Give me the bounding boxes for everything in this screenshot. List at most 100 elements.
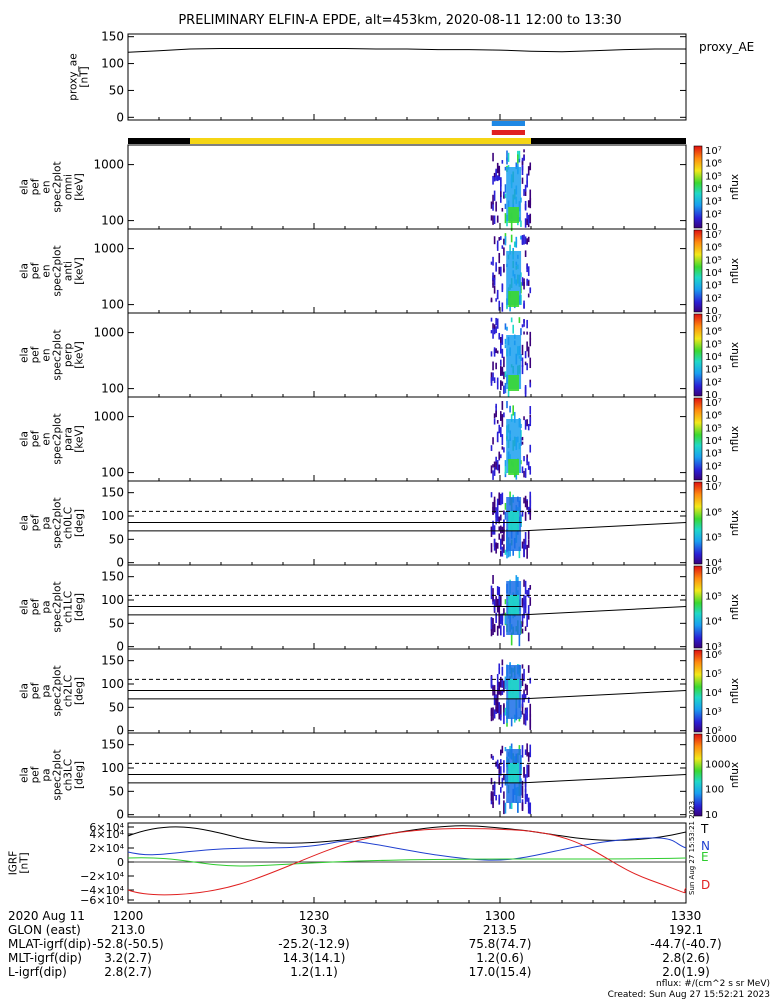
panel-en_anti-spectrum-cell bbox=[500, 266, 502, 277]
panel-pa_ch3-spectrum-cell bbox=[517, 802, 519, 813]
panel-en_omni-spectrum-cell bbox=[524, 218, 527, 228]
panel-en_anti-spectrum-cell bbox=[495, 262, 497, 272]
panel-pa_ch1-spectrum-cell bbox=[493, 624, 496, 633]
panel-en_perp-spectrum-cell bbox=[524, 351, 527, 359]
panel-proxy_ae-ylabel-line: proxy_ae bbox=[68, 53, 80, 100]
panel-en_omni-spectrum-cell bbox=[493, 215, 496, 224]
panel-en_omni-spectrum-cell bbox=[503, 194, 505, 199]
panel-pa_ch1-spectrum-cell bbox=[498, 622, 501, 629]
panel-pa_ch2-ylabel-line: pef bbox=[30, 682, 42, 699]
xaxis-row-value: 213.0 bbox=[111, 923, 145, 937]
panel-pa_ch1-ylabel-line: ela bbox=[19, 599, 31, 615]
panel-en_anti-spectrum-cell bbox=[523, 234, 525, 245]
proxy-ae-legend: proxy_AE bbox=[699, 40, 754, 54]
panel-en_perp-spectrum-cell bbox=[523, 331, 525, 335]
panel-pa_ch2-spectrum-cell bbox=[503, 704, 505, 710]
panel-pa_ch0-ytick-label: 0 bbox=[116, 556, 124, 570]
panel-pa_ch2-spectrum-cell bbox=[492, 707, 494, 721]
panel-pa_ch3-spectrum-cell bbox=[492, 802, 494, 809]
panel-en_perp-spectrum-cell bbox=[512, 324, 514, 334]
panel-en_perp-spectrum-cell bbox=[529, 382, 532, 388]
panel-en_omni-spectrum-cell bbox=[507, 152, 510, 162]
panel-en_omni-spectrum-cell bbox=[498, 165, 501, 177]
xaxis-row-value: 1200 bbox=[113, 909, 144, 923]
panel-en_perp-spectrum-cell bbox=[524, 385, 527, 394]
panel-pa_ch0-spectrum-cell bbox=[527, 539, 530, 548]
panel-pa_ch1-spectrum-cell bbox=[527, 588, 530, 598]
xaxis-row-value: 1230 bbox=[299, 909, 330, 923]
panel-pa_ch2-spectrum-cell bbox=[521, 704, 524, 715]
panel-pa_ch3-colorbar-unit: nflux bbox=[729, 762, 741, 788]
igrf-curve-N bbox=[127, 837, 687, 861]
panel-en_para-ytick-label: 1000 bbox=[93, 410, 124, 424]
panel-pa_ch3-ylabel-line: pa bbox=[41, 768, 53, 781]
panel-pa_ch0-spectrum-cell bbox=[492, 501, 494, 516]
panel-pa_ch1-spectrum-cell bbox=[521, 614, 524, 624]
panel-pa_ch0-spectrum-cell bbox=[527, 530, 530, 540]
panel-pa_ch2-ytick-label: 0 bbox=[116, 724, 124, 738]
panel-en_anti-spectrum-cell bbox=[498, 237, 501, 241]
panel-pa_ch2-colorbar-tick: 10⁵ bbox=[705, 669, 722, 680]
panel-pa_ch3-spectrum-cell bbox=[529, 802, 532, 815]
panel-en_perp-spectrum-cell bbox=[492, 323, 494, 329]
panel-en_perp-spectrum-cell bbox=[504, 382, 507, 394]
panel-en_anti-spectrum-cell bbox=[529, 287, 532, 291]
panel-pa_ch2-spectrum-cell bbox=[496, 674, 499, 688]
panel-pa_ch2-spectrum-cell bbox=[490, 709, 493, 722]
panel-proxy_ae-frame bbox=[127, 33, 687, 121]
panel-pa_ch0-spectrum-cell bbox=[526, 544, 528, 559]
panel-pa_ch3-spectrum-cell bbox=[490, 754, 493, 759]
panel-en_omni-spectrum-cell bbox=[501, 160, 504, 164]
panel-pa_ch0-spectrum-cell bbox=[493, 496, 496, 510]
panel-en_para-spectrum-cell bbox=[529, 444, 532, 453]
panel-pa_ch3-spectrum-cell bbox=[503, 760, 505, 773]
panel-en_para-spectrum-cell bbox=[496, 431, 499, 443]
panel-pa_ch1-spectrum-cell bbox=[504, 599, 507, 605]
panel-en_para-spectrum-cell bbox=[529, 406, 532, 415]
panel-en_perp-spectrum-cell bbox=[503, 385, 505, 394]
panel-pa_ch3-colorbar-tick: 1000 bbox=[705, 759, 730, 770]
panel-pa_ch0-colorbar-unit: nflux bbox=[729, 510, 741, 536]
panel-en_para-spectrum-cell bbox=[512, 405, 514, 416]
panel-pa_ch2-spectrum-cell bbox=[500, 676, 502, 688]
panel-pa_ch3-spectrum-cell bbox=[492, 785, 494, 791]
panel-pa_ch1-spectrum-cell bbox=[498, 586, 501, 598]
panel-pa_ch0-spectrum-core-hi bbox=[508, 511, 520, 531]
panel-pa_ch3-ylabel-line: pef bbox=[30, 766, 42, 783]
panel-en_omni-spectrum-cell bbox=[500, 194, 502, 203]
panel-en_anti-spectrum-cell bbox=[510, 234, 513, 243]
panel-pa_ch3-spectrum-cell bbox=[509, 802, 511, 809]
panel-en_anti-ytick-label: 1000 bbox=[93, 242, 124, 256]
panel-pa_ch3-spectrum-cell bbox=[503, 800, 505, 815]
panel-proxy_ae-ytick-label: 0 bbox=[116, 110, 124, 124]
panel-en_para-spectrum-cell bbox=[493, 461, 496, 468]
panel-pa_ch1-spectrum-cell bbox=[524, 595, 527, 609]
panel-en_para-spectrum-cell bbox=[523, 455, 525, 462]
panel-en_omni-colorbar-tick: 10⁵ bbox=[705, 171, 722, 182]
panel-en_anti-spectrum-cell bbox=[492, 283, 494, 288]
panel-en_para-spectrum-cell bbox=[504, 460, 507, 467]
panel-en_perp-spectrum-cell bbox=[529, 331, 532, 340]
panel-en_omni-spectrum-cell bbox=[495, 201, 497, 212]
panel-en_perp-spectrum-cell bbox=[521, 324, 524, 328]
panel-en_omni-spectrum-cell bbox=[521, 161, 524, 165]
panel-en_omni-spectrum-cell bbox=[518, 155, 521, 159]
panel-pa_ch1-ylabel-line: spec2plot bbox=[52, 581, 64, 632]
xaxis-row-value: 3.2(2.7) bbox=[104, 951, 152, 965]
panel-pa_ch0-spectrum-cell bbox=[521, 510, 524, 517]
panel-en_perp-spectrum-cell bbox=[498, 334, 501, 340]
panel-pa_ch0-ytick-label: 100 bbox=[101, 509, 124, 523]
panel-pa_ch2-spectrum-cell bbox=[500, 714, 502, 721]
panel-pa_ch2-spectrum-cell bbox=[521, 694, 524, 707]
panel-en_omni-spectrum-cell bbox=[492, 175, 494, 185]
panel-pa_ch2-ylabel-line: ela bbox=[19, 683, 31, 699]
panel-en_para-spectrum-cell bbox=[504, 471, 507, 478]
xaxis-row-value: 30.3 bbox=[301, 923, 328, 937]
panel-pa_ch2-colorbar-tick: 10² bbox=[705, 726, 722, 737]
panel-pa_ch2-spectrum-cell bbox=[495, 699, 497, 712]
igrf-legend-E: E bbox=[701, 850, 709, 864]
panel-pa_ch0-spectrum-cell bbox=[529, 500, 532, 514]
panel-en_perp-spectrum-cell bbox=[496, 323, 499, 327]
panel-en_omni-spectrum-cell bbox=[526, 212, 528, 223]
panel-pa_ch3-colorbar-tick: 10000 bbox=[705, 734, 737, 745]
